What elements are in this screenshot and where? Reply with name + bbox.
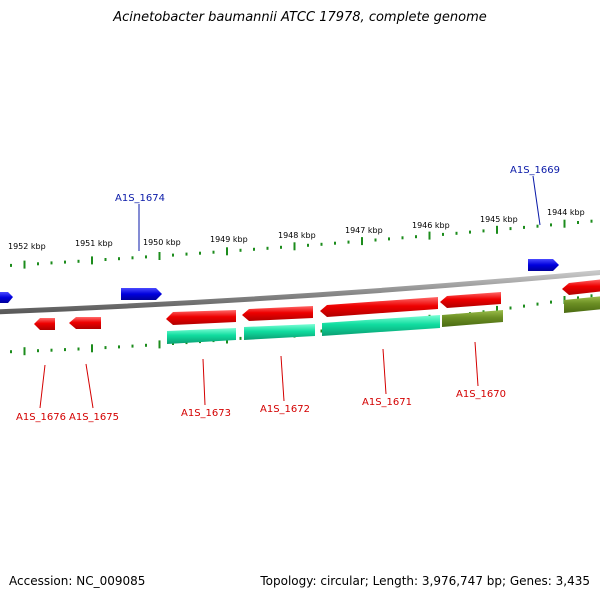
gene-arrow-a1s-1675[interactable] bbox=[69, 317, 101, 329]
genome-summary-text: Topology: circular; Length: 3,976,747 bp… bbox=[260, 574, 590, 588]
label-a1s-1676[interactable]: A1S_1676 bbox=[16, 412, 66, 423]
label-a1s-1671[interactable]: A1S_1671 bbox=[362, 397, 412, 408]
label-a1s-1673[interactable]: A1S_1673 bbox=[181, 408, 231, 419]
scale-label-1950: 1950 kbp bbox=[143, 238, 181, 247]
scale-label-1951: 1951 kbp bbox=[75, 239, 113, 248]
genome-backbone bbox=[0, 269, 600, 315]
cds-a1s-1670[interactable] bbox=[442, 310, 503, 327]
gene-arrow-a1s-1673[interactable] bbox=[166, 310, 236, 325]
gene-arrow-a1s-1676[interactable] bbox=[34, 318, 55, 330]
leader-a1s-1670 bbox=[474, 341, 479, 387]
cds-a1s-1673[interactable] bbox=[167, 328, 236, 344]
scale-label-1946: 1946 kbp bbox=[412, 221, 450, 230]
leader-a1s-1669 bbox=[532, 175, 541, 226]
label-a1s-1672[interactable]: A1S_1672 bbox=[260, 404, 310, 415]
label-a1s-1674[interactable]: A1S_1674 bbox=[115, 193, 165, 204]
leader-a1s-1676 bbox=[39, 364, 46, 409]
gene-arrow-forward[interactable] bbox=[0, 292, 13, 303]
leader-a1s-1672 bbox=[280, 355, 285, 402]
outer-tick-ring bbox=[10, 219, 593, 269]
leader-a1s-1675 bbox=[85, 363, 94, 409]
leader-a1s-1673 bbox=[202, 358, 206, 406]
map-title: Acinetobacter baumannii ATCC 17978, comp… bbox=[113, 10, 487, 25]
scale-label-1945: 1945 kbp bbox=[480, 215, 518, 224]
gene-arrow-a1s-1674[interactable] bbox=[121, 288, 162, 300]
cds-a1s-1672[interactable] bbox=[244, 324, 315, 340]
gene-arrow-right-edge[interactable] bbox=[562, 279, 600, 295]
leader-a1s-1671 bbox=[382, 348, 387, 395]
scale-label-1944: 1944 kbp bbox=[547, 208, 585, 217]
label-a1s-1669[interactable]: A1S_1669 bbox=[510, 165, 560, 176]
gene-arrow-a1s-1671[interactable] bbox=[320, 297, 438, 317]
label-a1s-1670[interactable]: A1S_1670 bbox=[456, 389, 506, 400]
accession-text: Accession: NC_009085 bbox=[9, 574, 146, 588]
gene-arrow-a1s-1672[interactable] bbox=[242, 306, 313, 321]
label-a1s-1675[interactable]: A1S_1675 bbox=[69, 412, 119, 423]
gene-arrow-a1s-1669[interactable] bbox=[528, 259, 559, 271]
cds-right-edge[interactable] bbox=[564, 296, 600, 313]
cds-a1s-1671[interactable] bbox=[322, 315, 440, 336]
gene-arrow-a1s-1670[interactable] bbox=[440, 292, 501, 308]
scale-label-1948: 1948 kbp bbox=[278, 231, 316, 240]
scale-label-1952: 1952 kbp bbox=[8, 242, 46, 251]
scale-label-1947: 1947 kbp bbox=[345, 226, 383, 235]
scale-label-1949: 1949 kbp bbox=[210, 235, 248, 244]
